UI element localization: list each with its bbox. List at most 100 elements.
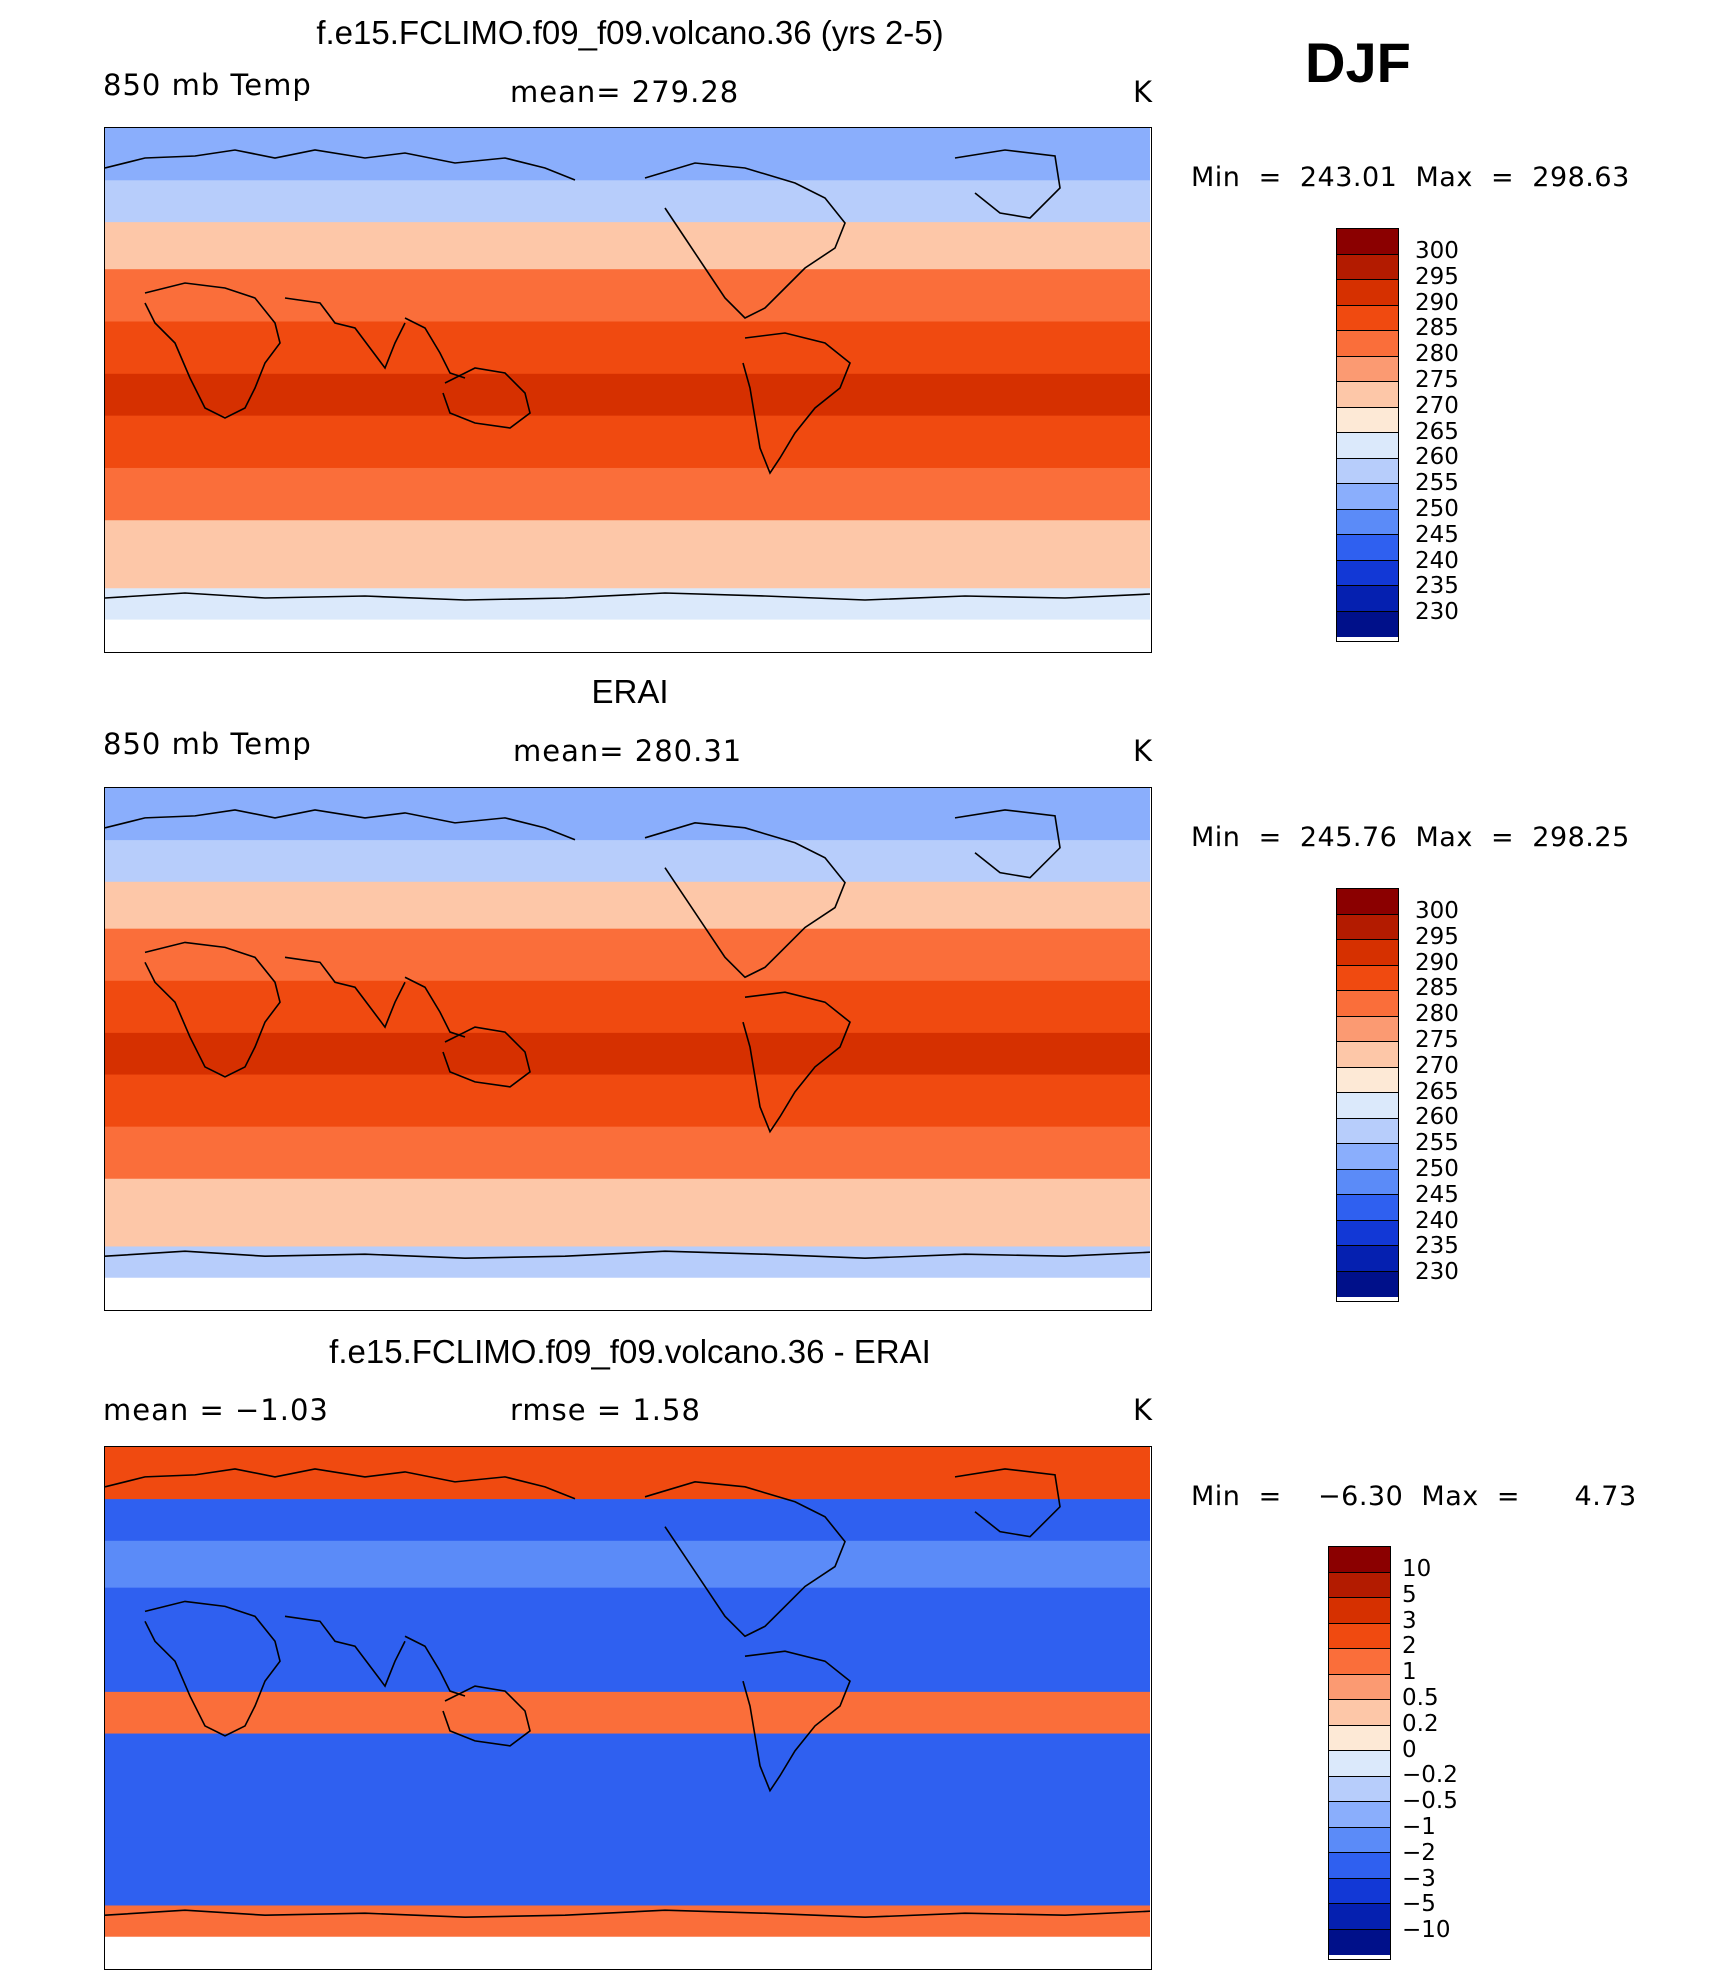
colorbar-tick-label: 245 — [1415, 521, 1459, 548]
coastline — [404, 976, 466, 1038]
field-band — [105, 180, 1150, 224]
field-band — [105, 1905, 1150, 1938]
colorbar-tick-label: −3 — [1402, 1865, 1436, 1892]
panel-2-title: ERAI — [591, 673, 669, 710]
field-band — [105, 1733, 1150, 1787]
colorbar-tick-label: 10 — [1402, 1556, 1432, 1582]
coastline — [144, 941, 281, 1078]
panel-2-minmax-label: Min = 245.76 Max = 298.25 — [1191, 822, 1630, 853]
colorbar-tick-label: 275 — [1415, 1027, 1459, 1053]
panel-1-mean-label: mean= 279.28 — [510, 75, 740, 109]
coastline — [105, 809, 576, 841]
coastline — [442, 1026, 531, 1088]
coastline — [105, 1250, 1150, 1259]
colorbar-swatch — [1337, 331, 1398, 357]
field-band — [105, 1246, 1150, 1279]
colorbar-swatch — [1337, 484, 1398, 510]
panel-2-colorbar — [1336, 888, 1399, 1302]
colorbar-swatch — [1329, 1929, 1390, 1955]
colorbar-swatch — [1337, 1220, 1398, 1246]
field-band — [105, 928, 1150, 982]
colorbar-swatch — [1329, 1700, 1390, 1726]
colorbar-swatch — [1337, 458, 1398, 484]
colorbar-tick-label: 290 — [1415, 289, 1459, 316]
colorbar-tick-label: 230 — [1415, 1259, 1459, 1286]
panel-2-variable-label: 850 mb Temp — [103, 727, 312, 761]
panel-1-colorbar — [1336, 228, 1399, 642]
colorbar-tick-label: 5 — [1402, 1581, 1417, 1608]
colorbar-tick-label: 295 — [1415, 263, 1459, 290]
colorbar-tick-label: 250 — [1415, 496, 1459, 522]
colorbar-tick-label: 250 — [1415, 1156, 1459, 1182]
field-band — [105, 321, 1150, 375]
coastline — [742, 991, 851, 1134]
field-band — [105, 1837, 1150, 1907]
panel-2-map-field — [105, 788, 1150, 1309]
colorbar-tick-label: 270 — [1415, 392, 1459, 419]
colorbar-swatch — [1329, 1802, 1390, 1828]
colorbar-swatch — [1337, 1042, 1398, 1068]
colorbar-swatch — [1337, 991, 1398, 1017]
field-band — [105, 1540, 1150, 1589]
season-label: DJF — [1305, 31, 1411, 94]
colorbar-tick-label: 255 — [1415, 470, 1459, 497]
colorbar-swatch — [1329, 1751, 1390, 1777]
colorbar-tick-label: 240 — [1415, 1207, 1459, 1234]
colorbar-tick-label: −5 — [1402, 1891, 1436, 1918]
colorbar-swatch — [1329, 1649, 1390, 1675]
colorbar-swatch — [1337, 586, 1398, 612]
colorbar-swatch — [1329, 1904, 1390, 1930]
colorbar-swatch — [1337, 305, 1398, 331]
colorbar-swatch — [1337, 407, 1398, 433]
colorbar-tick-label: −0.2 — [1402, 1762, 1458, 1789]
field-band — [105, 588, 1150, 621]
colorbar-tick-label: 285 — [1415, 315, 1459, 342]
colorbar-tick-label: 0.5 — [1402, 1685, 1439, 1711]
coastline — [404, 1635, 466, 1697]
colorbar-swatch — [1337, 535, 1398, 561]
coastline — [954, 149, 1061, 219]
colorbar-swatch — [1337, 1093, 1398, 1119]
coastline — [105, 149, 576, 181]
coastline — [284, 1615, 406, 1688]
field-band — [105, 269, 1150, 323]
colorbar-swatch — [1329, 1674, 1390, 1700]
colorbar-tick-label: 0 — [1402, 1736, 1417, 1763]
colorbar-swatch — [1329, 1598, 1390, 1624]
colorbar-swatch — [1337, 611, 1398, 637]
coastline — [742, 332, 851, 475]
colorbar-swatch — [1329, 1776, 1390, 1802]
panel-3-rmse-label: rmse = 1.58 — [510, 1393, 701, 1427]
field-band — [105, 1936, 1150, 1968]
colorbar-swatch — [1329, 1853, 1390, 1879]
coastline — [442, 1685, 531, 1747]
panel-1-map — [104, 127, 1152, 653]
colorbar-swatch — [1337, 356, 1398, 382]
panel-2-mean-label: mean= 280.31 — [513, 734, 743, 768]
colorbar-tick-label: 255 — [1415, 1130, 1459, 1157]
field-band — [105, 1074, 1150, 1128]
field-band — [105, 1587, 1150, 1641]
field-band — [105, 1277, 1150, 1309]
field-band — [105, 1126, 1150, 1180]
field-band — [105, 1639, 1150, 1693]
colorbar-tick-label: 290 — [1415, 949, 1459, 976]
coastline — [284, 956, 406, 1029]
colorbar-swatch — [1337, 914, 1398, 940]
colorbar-swatch — [1337, 1195, 1398, 1221]
coastline — [644, 162, 846, 319]
coastline — [284, 297, 406, 370]
field-band — [105, 980, 1150, 1034]
colorbar-swatch — [1337, 509, 1398, 535]
colorbar-swatch — [1337, 1144, 1398, 1170]
coastlines — [105, 809, 1150, 1259]
colorbar-swatch — [1337, 1169, 1398, 1195]
coastline — [404, 317, 466, 379]
field-band — [105, 373, 1150, 417]
colorbar-swatch — [1337, 1271, 1398, 1297]
colorbar-swatch — [1329, 1623, 1390, 1649]
panel-3-map — [104, 1446, 1152, 1970]
field-band — [105, 1499, 1150, 1542]
coastline — [144, 282, 281, 419]
panel-3-title: f.e15.FCLIMO.f09_f09.volcano.36 - ERAI — [329, 1333, 931, 1370]
